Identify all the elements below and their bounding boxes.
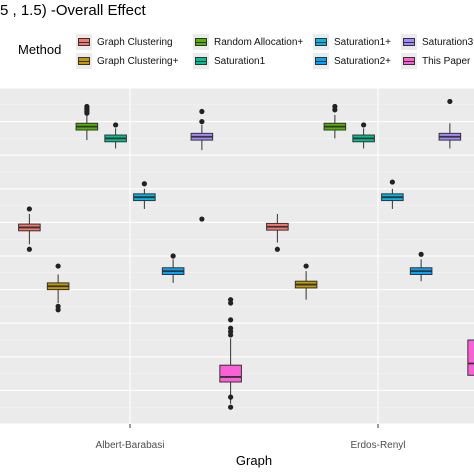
box-outlier bbox=[389, 179, 395, 185]
legend-item: Graph Clustering bbox=[76, 34, 173, 50]
legend-item: Random Allocation+ bbox=[193, 34, 303, 50]
legend-item: This Paper bbox=[401, 53, 470, 69]
legend-label: Saturation1 bbox=[214, 55, 266, 67]
box-outlier bbox=[26, 206, 32, 212]
legend-key bbox=[313, 53, 329, 69]
legend-item: Graph Clustering+ bbox=[76, 53, 178, 69]
legend-label: This Paper bbox=[422, 55, 471, 67]
legend-key bbox=[193, 53, 209, 69]
box-body bbox=[219, 364, 242, 383]
legend-item: Saturation2+ bbox=[313, 53, 391, 69]
legend-label: Saturation2+ bbox=[334, 55, 391, 67]
legend-key bbox=[401, 53, 417, 69]
box-outlier bbox=[447, 98, 453, 105]
box-outlier bbox=[228, 317, 234, 323]
box-outlier bbox=[228, 325, 234, 331]
legend-key bbox=[76, 53, 92, 69]
box-outlier bbox=[141, 181, 147, 187]
box-outlier bbox=[228, 297, 234, 303]
x-tick-label: Erdos-Renyl bbox=[350, 440, 405, 451]
box-outlier bbox=[199, 108, 205, 115]
box-outlier bbox=[26, 246, 32, 252]
box-outlier bbox=[55, 263, 61, 269]
legend-label: Random Allocation+ bbox=[214, 36, 304, 48]
legend-title: Method bbox=[18, 42, 62, 57]
legend-item: Saturation3 bbox=[401, 34, 473, 50]
box-outlier bbox=[418, 251, 424, 257]
legend-key bbox=[76, 34, 92, 50]
legend-label: Saturation1+ bbox=[334, 36, 391, 48]
legend-key bbox=[313, 34, 329, 50]
box-outlier bbox=[361, 122, 367, 128]
box-outlier bbox=[199, 216, 205, 222]
box-outlier bbox=[55, 307, 61, 313]
chart-title: 5 , 1.5) -Overall Effect bbox=[0, 2, 146, 19]
box-outlier bbox=[332, 103, 338, 110]
x-axis-title: Graph bbox=[236, 453, 272, 468]
box-outlier bbox=[170, 253, 176, 259]
box-outlier bbox=[228, 404, 234, 410]
box-outlier bbox=[113, 122, 119, 128]
box-outlier bbox=[228, 394, 234, 400]
legend-item: Saturation1 bbox=[193, 53, 265, 69]
box-outlier bbox=[303, 263, 309, 269]
legend-label: Graph Clustering bbox=[97, 36, 173, 48]
legend-key bbox=[401, 34, 417, 50]
legend-label: Saturation3 bbox=[422, 36, 474, 48]
box-outlier bbox=[199, 119, 205, 125]
box-outlier bbox=[84, 103, 90, 110]
legend-item: Saturation1+ bbox=[313, 34, 391, 50]
box-outlier bbox=[274, 246, 280, 252]
legend-key bbox=[193, 34, 209, 50]
box-body bbox=[467, 339, 474, 376]
x-tick-label: Albert-Barabasi bbox=[96, 440, 165, 451]
legend-label: Graph Clustering+ bbox=[97, 55, 179, 67]
